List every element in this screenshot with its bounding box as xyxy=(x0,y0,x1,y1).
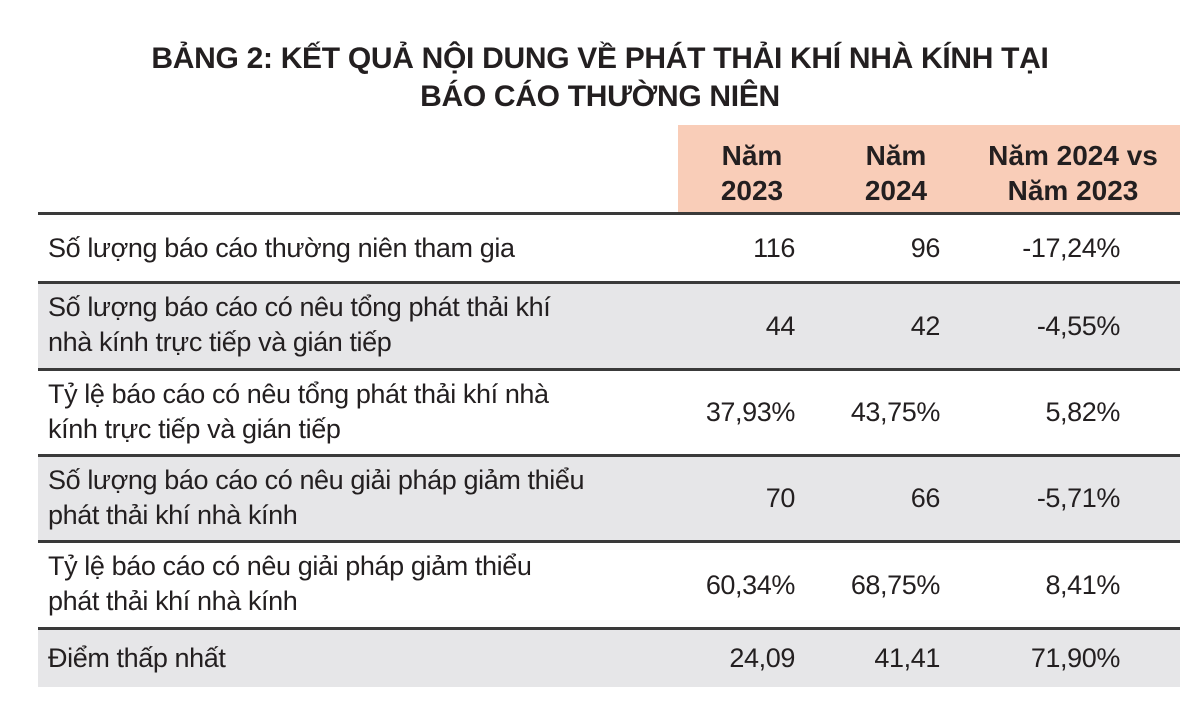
table-row: Số lượng báo cáo thường niên tham gia 11… xyxy=(38,212,1180,281)
row-label-line1: Tỷ lệ báo cáo có nêu tổng phát thải khí … xyxy=(48,379,549,409)
table-row: Điểm thấp nhất 24,09 41,41 71,90% xyxy=(38,627,1180,687)
header-background xyxy=(678,125,1180,213)
row-label-line2: nhà kính trực tiếp và gián tiếp xyxy=(48,327,392,357)
value-change: -5,71% xyxy=(1036,483,1121,513)
header-change-line2: Năm 2023 xyxy=(1007,175,1139,206)
row-label-line2: phát thải khí nhà kính xyxy=(48,500,298,530)
value-change: 5,82% xyxy=(1045,397,1120,427)
header-change-line1: Năm 2024 vs xyxy=(988,140,1158,171)
row-label-line2: phát thải khí nhà kính xyxy=(48,586,298,616)
header-2023-line1: Năm xyxy=(721,140,783,171)
header-2023-line2: 2023 xyxy=(720,175,784,206)
value-change: 8,41% xyxy=(1045,570,1120,600)
value-change: 71,90% xyxy=(1030,643,1121,673)
value-2024: 68,75% xyxy=(850,570,941,600)
row-label: Tỷ lệ báo cáo có nêu giải pháp giảm thiể… xyxy=(48,549,532,619)
row-label-line2: kính trực tiếp và gián tiếp xyxy=(48,414,341,444)
value-2023: 60,34% xyxy=(705,570,796,600)
row-label: Điểm thấp nhất xyxy=(48,641,226,676)
row-label-line1: Điểm thấp nhất xyxy=(48,643,226,673)
title-line-1: BẢNG 2: KẾT QUẢ NỘI DUNG VỀ PHÁT THẢI KH… xyxy=(151,42,1049,75)
header-change: Năm 2024 vs Năm 2023 xyxy=(966,138,1180,208)
value-2024: 43,75% xyxy=(850,397,941,427)
title-line-2: BÁO CÁO THƯỜNG NIÊN xyxy=(420,80,780,113)
table-row: Số lượng báo cáo có nêu giải pháp giảm t… xyxy=(38,454,1180,540)
header-2024: Năm 2024 xyxy=(826,138,966,208)
value-2023: 70 xyxy=(765,483,796,513)
table-row: Số lượng báo cáo có nêu tổng phát thải k… xyxy=(38,281,1180,368)
header-2024-line1: Năm xyxy=(865,140,927,171)
value-2024: 41,41 xyxy=(874,643,940,673)
value-2023: 44 xyxy=(765,311,796,341)
table-row: Tỷ lệ báo cáo có nêu giải pháp giảm thiể… xyxy=(38,540,1180,627)
row-label: Tỷ lệ báo cáo có nêu tổng phát thải khí … xyxy=(48,377,549,447)
row-label: Số lượng báo cáo có nêu giải pháp giảm t… xyxy=(48,463,584,533)
row-label-line1: Số lượng báo cáo có nêu giải pháp giảm t… xyxy=(48,465,585,495)
value-2023: 37,93% xyxy=(705,397,796,427)
value-2024: 66 xyxy=(910,483,941,513)
row-label: Số lượng báo cáo có nêu tổng phát thải k… xyxy=(48,290,551,360)
value-2024: 42 xyxy=(910,311,941,341)
row-label: Số lượng báo cáo thường niên tham gia xyxy=(48,231,515,266)
value-2023: 24,09 xyxy=(729,643,795,673)
table-title: BẢNG 2: KẾT QUẢ NỘI DUNG VỀ PHÁT THẢI KH… xyxy=(0,40,1200,116)
value-change: -4,55% xyxy=(1036,311,1121,341)
value-2024: 96 xyxy=(910,233,941,263)
value-change: -17,24% xyxy=(1022,233,1120,263)
row-label-line1: Số lượng báo cáo thường niên tham gia xyxy=(48,233,515,263)
value-2023: 116 xyxy=(753,233,795,263)
header-2023: Năm 2023 xyxy=(678,138,826,208)
header-2024-line2: 2024 xyxy=(864,175,928,206)
table-row: Tỷ lệ báo cáo có nêu tổng phát thải khí … xyxy=(38,368,1180,454)
row-label-line1: Tỷ lệ báo cáo có nêu giải pháp giảm thiể… xyxy=(48,551,532,581)
row-label-line1: Số lượng báo cáo có nêu tổng phát thải k… xyxy=(48,292,551,322)
